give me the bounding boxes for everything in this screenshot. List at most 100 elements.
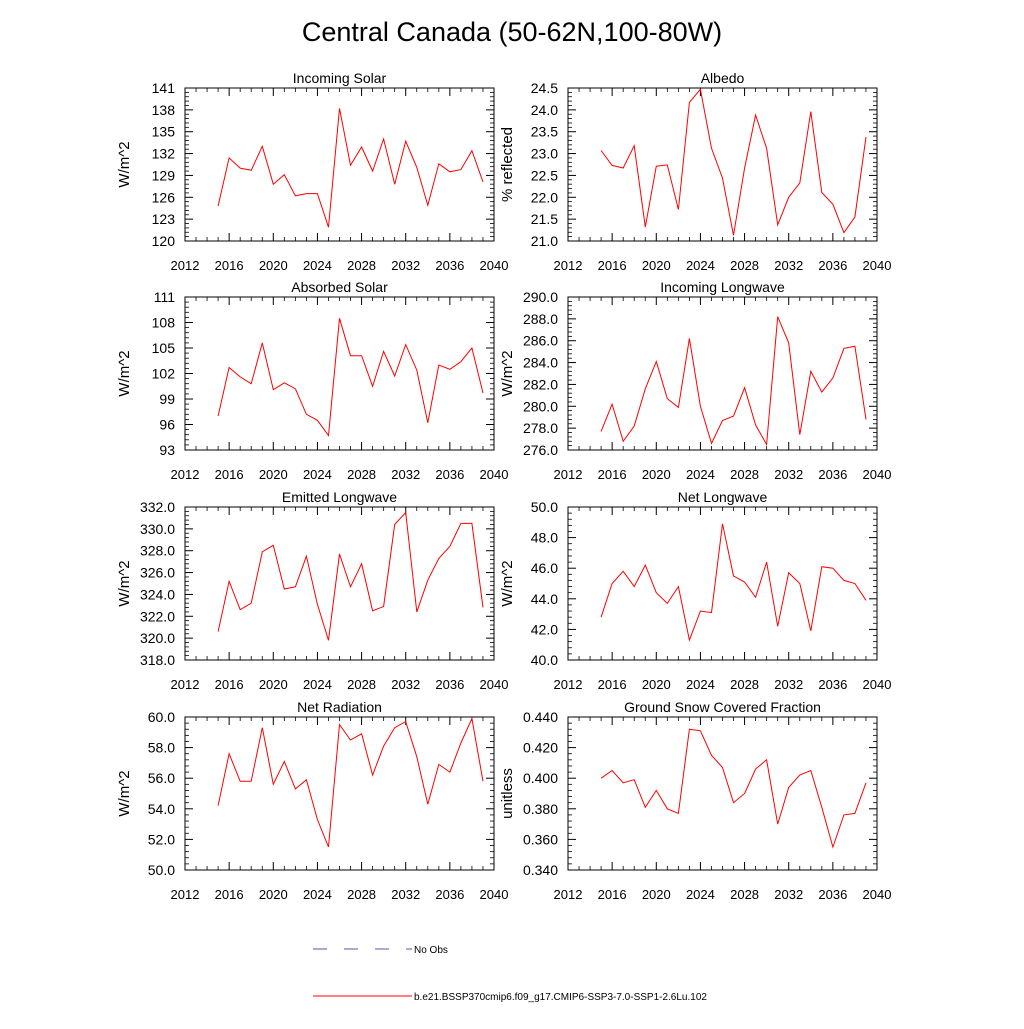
panel-absorbed-solar-xtick-label: 2032	[391, 467, 420, 482]
panel-albedo-xtick-label: 2032	[774, 258, 803, 273]
panel-absorbed-solar-ytick-label: 102	[152, 366, 176, 382]
legend: No Obs b.e21.BSSP370cmip6.f09_g17.CMIP6-…	[313, 945, 707, 1003]
panel-net-longwave-xtick-label: 2036	[818, 677, 847, 692]
panel-albedo-xtick-label: 2040	[863, 258, 892, 273]
panel-incoming-solar-ytick-label: 138	[152, 102, 176, 118]
panel-emitted-longwave-xtick-label: 2012	[171, 677, 200, 692]
panel-albedo-xtick-label: 2020	[642, 258, 671, 273]
panel-absorbed-solar-ytick-label: 96	[159, 417, 175, 433]
panel-incoming-longwave-xtick-label: 2028	[730, 467, 759, 482]
panel-ground-snow-covered-fraction-xtick-label: 2016	[598, 887, 627, 902]
panel-ground-snow-covered-fraction-xtick-label: 2024	[686, 887, 715, 902]
panel-net-radiation-xtick-label: 2036	[435, 887, 464, 902]
panel-net-radiation-ytick-label: 58.0	[148, 740, 175, 756]
panel-ground-snow-covered-fraction-ylabel: unitless	[499, 768, 516, 819]
panel-emitted-longwave-xtick-label: 2020	[259, 677, 288, 692]
panel-net-longwave-xtick-label: 2028	[730, 677, 759, 692]
panel-net-radiation-ytick-label: 52.0	[148, 831, 175, 847]
panel-albedo-ytick-label: 22.5	[531, 167, 558, 183]
panel-emitted-longwave-ytick-label: 320.0	[140, 630, 175, 646]
panel-emitted-longwave-xtick-label: 2024	[303, 677, 332, 692]
panel-emitted-longwave-xtick-label: 2028	[347, 677, 376, 692]
panel-ground-snow-covered-fraction-xtick-label: 2040	[863, 887, 892, 902]
panel-absorbed-solar-xtick-label: 2020	[259, 467, 288, 482]
panel-incoming-solar-xtick-label: 2020	[259, 258, 288, 273]
panel-net-longwave-xtick-label: 2024	[686, 677, 715, 692]
panel-net-radiation-series-line	[217, 716, 484, 848]
panel-albedo-xtick-label: 2024	[686, 258, 715, 273]
panel-ground-snow-covered-fraction-xtick-label: 2032	[774, 887, 803, 902]
panel-net-longwave-ytick-label: 46.0	[531, 560, 558, 576]
panel-absorbed-solar-title: Absorbed Solar	[291, 279, 388, 295]
panel-emitted-longwave-ytick-label: 322.0	[140, 608, 175, 624]
panel-albedo-ytick-label: 21.0	[531, 233, 558, 249]
panel-albedo-xtick-label: 2012	[554, 258, 583, 273]
panel-absorbed-solar-ytick-label: 99	[159, 391, 175, 407]
panel-albedo-ytick-label: 23.5	[531, 124, 558, 140]
panel-absorbed-solar-ytick-label: 108	[152, 315, 176, 331]
panel-net-radiation-xtick-label: 2028	[347, 887, 376, 902]
panel-incoming-longwave-ytick-label: 282.0	[523, 376, 558, 392]
panel-net-longwave-xtick-label: 2032	[774, 677, 803, 692]
panel-incoming-solar-ytick-label: 129	[152, 167, 176, 183]
panel-incoming-longwave-title: Incoming Longwave	[660, 279, 785, 295]
panel-albedo-ytick-label: 24.5	[531, 80, 558, 96]
figure-title: Central Canada (50-62N,100-80W)	[302, 17, 722, 47]
panel-incoming-longwave-ytick-label: 284.0	[523, 355, 558, 371]
panel-incoming-longwave-xtick-label: 2024	[686, 467, 715, 482]
panel-net-longwave-ytick-label: 50.0	[531, 499, 558, 515]
panel-ground-snow-covered-fraction: Ground Snow Covered Fraction unitless 2012…	[499, 699, 891, 902]
panel-incoming-solar-xtick-label: 2016	[215, 258, 244, 273]
panel-incoming-longwave-ylabel: W/m^2	[499, 350, 516, 396]
panel-emitted-longwave-ytick-label: 324.0	[140, 586, 175, 602]
panel-net-longwave-xtick-label: 2020	[642, 677, 671, 692]
panel-albedo-ytick-label: 22.0	[531, 189, 558, 205]
panel-net-longwave-xtick-label: 2040	[863, 677, 892, 692]
panel-net-radiation-xtick-label: 2020	[259, 887, 288, 902]
panel-emitted-longwave-title: Emitted Longwave	[282, 489, 397, 505]
panel-incoming-solar-xtick-label: 2036	[435, 258, 464, 273]
panel-absorbed-solar-xtick-label: 2040	[480, 467, 509, 482]
panel-albedo-frame	[567, 87, 878, 242]
panel-net-radiation-xtick-label: 2032	[391, 887, 420, 902]
panel-ground-snow-covered-fraction-ytick-label: 0.340	[523, 862, 558, 878]
panel-albedo: Albedo % reflected 2012 2016 2020 2024 2028 203…	[499, 70, 891, 273]
panel-ground-snow-covered-fraction-series-line	[600, 728, 867, 849]
panel-absorbed-solar: Absorbed Solar W/m^2 2012 2016 2020 2024 2028 2…	[116, 279, 508, 482]
panel-net-longwave-ylabel: W/m^2	[499, 560, 516, 606]
panel-net-radiation-xtick-label: 2024	[303, 887, 332, 902]
panel-net-longwave-frame	[567, 506, 878, 661]
panel-net-radiation-title: Net Radiation	[297, 699, 382, 715]
panel-albedo-ytick-label: 23.0	[531, 146, 558, 162]
panel-incoming-solar-title: Incoming Solar	[293, 70, 387, 86]
panel-incoming-solar-ytick-label: 126	[152, 189, 176, 205]
panel-absorbed-solar-ytick-label: 111	[154, 289, 175, 305]
panel-net-longwave-ytick-label: 44.0	[531, 591, 558, 607]
panel-absorbed-solar-series-line	[217, 318, 484, 437]
panel-net-radiation-xtick-label: 2016	[215, 887, 244, 902]
panel-net-longwave-title: Net Longwave	[678, 489, 768, 505]
panel-net-radiation: Net Radiation W/m^2 2012 2016 2020 2024 2028 20…	[116, 699, 508, 902]
panel-albedo-ylabel: % reflected	[499, 127, 516, 202]
panel-incoming-solar-ylabel: W/m^2	[116, 141, 133, 187]
panel-absorbed-solar-xtick-label: 2024	[303, 467, 332, 482]
panel-albedo-ytick-label: 21.5	[531, 211, 558, 227]
panel-incoming-solar-ytick-label: 132	[152, 146, 176, 162]
panel-emitted-longwave-ytick-label: 332.0	[140, 499, 175, 515]
panel-albedo-title: Albedo	[701, 70, 745, 86]
panel-absorbed-solar-ylabel: W/m^2	[116, 350, 133, 396]
panel-ground-snow-covered-fraction-title: Ground Snow Covered Fraction	[624, 699, 821, 715]
panel-net-radiation-ytick-label: 50.0	[148, 862, 175, 878]
panel-albedo-xtick-label: 2028	[730, 258, 759, 273]
panel-incoming-longwave-ytick-label: 280.0	[523, 398, 558, 414]
panel-incoming-longwave-xtick-label: 2032	[774, 467, 803, 482]
panel-incoming-solar-ytick-label: 141	[152, 80, 176, 96]
panel-incoming-solar-xtick-label: 2028	[347, 258, 376, 273]
panel-incoming-longwave-ytick-label: 288.0	[523, 311, 558, 327]
panel-net-longwave-series-line	[600, 523, 867, 642]
panel-net-longwave-ytick-label: 40.0	[531, 652, 558, 668]
panel-incoming-solar-xtick-label: 2024	[303, 258, 332, 273]
legend-no-obs-label: No Obs	[414, 945, 448, 956]
panel-net-radiation-xtick-label: 2040	[480, 887, 509, 902]
